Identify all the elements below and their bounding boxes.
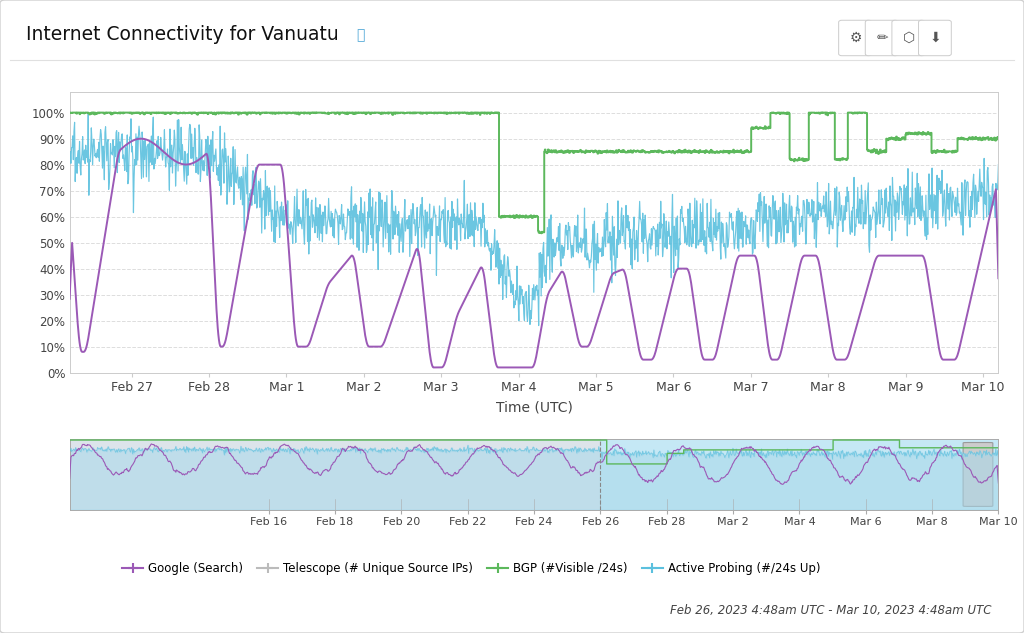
- Bar: [600, 439, 998, 510]
- Text: ⬡: ⬡: [903, 31, 915, 45]
- Text: ⚙: ⚙: [850, 31, 862, 45]
- Text: Internet Connectivity for Vanuatu: Internet Connectivity for Vanuatu: [26, 25, 338, 44]
- Text: ⓘ: ⓘ: [356, 28, 365, 42]
- Text: ⬇: ⬇: [930, 31, 942, 45]
- X-axis label: Time (UTC): Time (UTC): [496, 401, 572, 415]
- Legend: Google (Search), Telescope (# Unique Source IPs), BGP (#Visible /24s), Active Pr: Google (Search), Telescope (# Unique Sou…: [117, 557, 825, 580]
- Bar: [70, 439, 600, 510]
- Text: Feb 26, 2023 4:48am UTC - Mar 10, 2023 4:48am UTC: Feb 26, 2023 4:48am UTC - Mar 10, 2023 4…: [670, 604, 991, 617]
- FancyBboxPatch shape: [964, 442, 993, 506]
- Text: ✏: ✏: [877, 31, 889, 45]
